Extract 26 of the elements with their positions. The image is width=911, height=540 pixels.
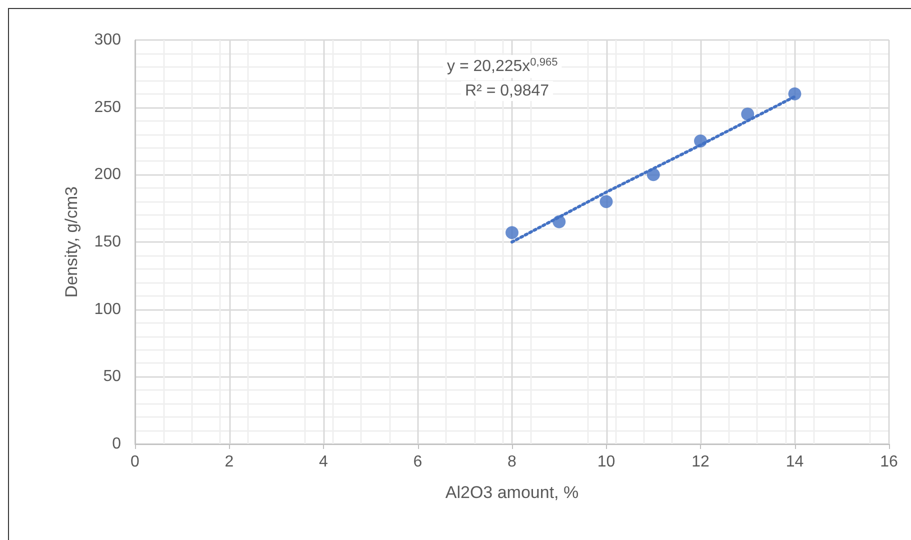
point — [506, 226, 518, 240]
y-tick-label: 100 — [94, 300, 122, 318]
x-tick-label: 6 — [413, 454, 422, 470]
y-tick-label: 0 — [112, 436, 122, 452]
point — [788, 87, 802, 100]
x-tick-label: 4 — [319, 454, 328, 470]
point — [646, 168, 660, 182]
y-axis-title: Density, g/cm3 — [62, 186, 81, 298]
point — [694, 134, 707, 148]
x-tick-label: 8 — [508, 454, 517, 470]
point — [600, 195, 613, 208]
y-tick-label: 250 — [94, 98, 122, 116]
x-tick-label: 0 — [130, 454, 140, 470]
y-tick-label: 200 — [94, 166, 122, 184]
point — [552, 215, 566, 228]
x-tick-label: 10 — [597, 454, 616, 470]
x-tick-label: 2 — [224, 454, 234, 470]
y-tick-label: 150 — [94, 234, 122, 250]
y-tick-label: 300 — [94, 32, 122, 48]
x-tick-label: 16 — [880, 454, 898, 470]
point — [741, 108, 754, 121]
x-tick-label: 14 — [786, 454, 804, 470]
x-axis-title: Al2O3 amount, % — [445, 483, 579, 502]
y-tick-label: 50 — [103, 368, 122, 386]
x-tick-label: 12 — [692, 454, 710, 470]
annotation: R² = 0,9847 — [465, 82, 550, 100]
